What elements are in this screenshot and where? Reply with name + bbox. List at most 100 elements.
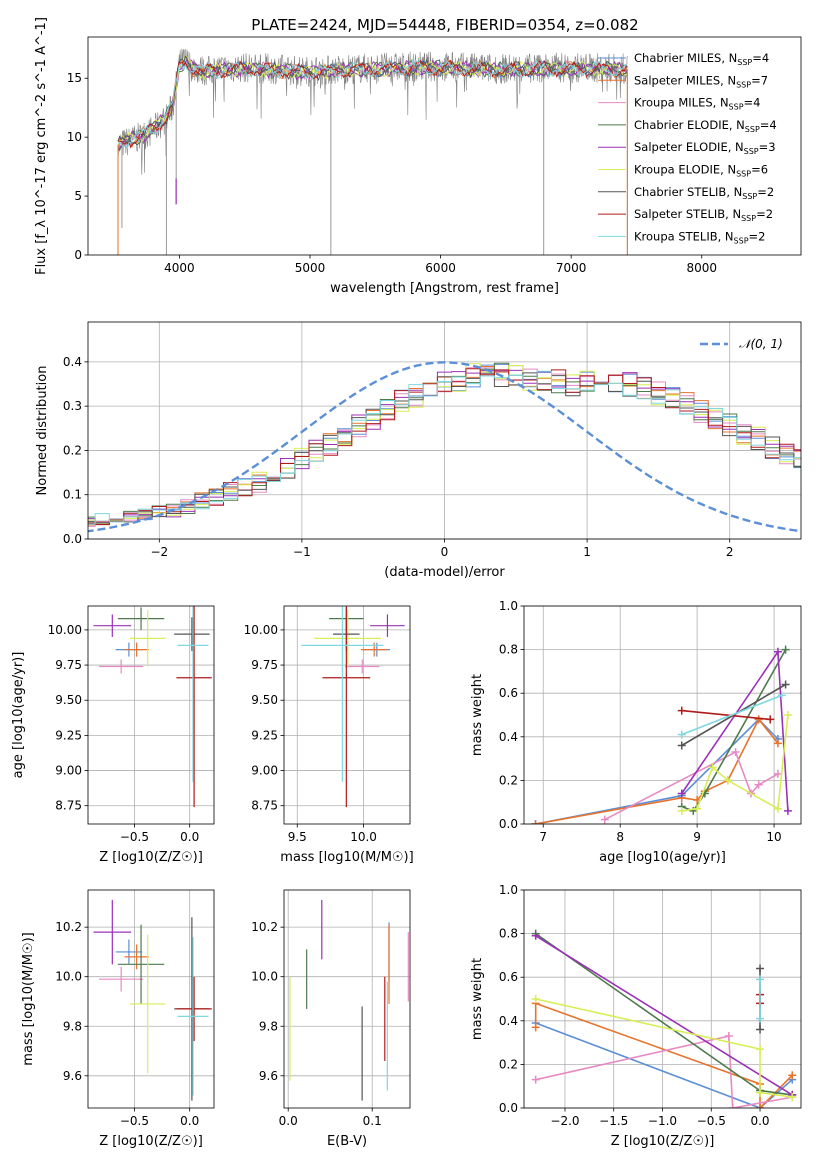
point-marker xyxy=(781,680,790,689)
x-tick-label: 10 xyxy=(766,830,781,844)
model-spectrum-line xyxy=(117,54,628,146)
x-tick-label: 10.0 xyxy=(350,830,377,844)
point-marker xyxy=(773,739,782,748)
y-tick-label: 9.75 xyxy=(55,658,82,672)
y-tick-label: 9.25 xyxy=(251,728,278,742)
spectrum-axes: 4000 5000 6000 7000 8000 0 5 10 15 wavelength [An… xyxy=(34,17,802,296)
age_vs_Z-axes: −0.5 0.0 8.75 9.00 9.25 9.50 9.75 10.00 Z [log10… xyxy=(11,605,215,865)
x-tick-label: −0.5 xyxy=(697,1114,726,1128)
point-marker xyxy=(754,780,763,789)
x-tick-label: −1 xyxy=(293,545,311,559)
y-tick-label: 10.0 xyxy=(251,970,278,984)
point-marker xyxy=(677,789,686,798)
y-tick-label: 0.1 xyxy=(63,488,82,502)
y-tick-label: 10.00 xyxy=(48,623,82,637)
weight_vs_age-axes: 7 8 9 10 0.0 0.2 0.4 0.6 0.8 1.0 age [log10(age/yr… xyxy=(470,599,802,865)
point-marker xyxy=(600,815,609,824)
x-axis-label: E(B-V) xyxy=(327,1134,367,1149)
point-marker xyxy=(766,715,775,724)
axes-frame xyxy=(283,605,411,825)
x-tick-label: 9.5 xyxy=(288,830,307,844)
axes-frame xyxy=(523,605,802,825)
spectrum-legend: Chabrier MILES, NSSP=4 Salpeter MILES, NS… xyxy=(598,51,777,245)
x-axis-label: wavelength [Angstrom, rest frame] xyxy=(330,281,559,296)
series-line xyxy=(535,998,793,1098)
series-line xyxy=(681,649,789,811)
weight_vs_Z-plot xyxy=(531,929,797,1108)
series-line xyxy=(535,935,793,1096)
y-tick-label: 0.2 xyxy=(63,443,82,457)
y-tick-label: 0.4 xyxy=(499,1014,518,1028)
x-tick-label: 9 xyxy=(693,830,701,844)
y-tick-label: 0.0 xyxy=(499,817,518,831)
x-tick-label: −2 xyxy=(150,545,168,559)
histogram-step xyxy=(88,372,801,525)
legend-label: Salpeter MILES, NSSP=7 xyxy=(634,73,768,89)
x-axis-label: Z [log10(Z/Z☉)] xyxy=(99,1134,203,1149)
y-tick-label: 1.0 xyxy=(499,599,518,613)
y-tick-label: 9.25 xyxy=(55,728,82,742)
point-marker xyxy=(531,995,540,1003)
point-marker xyxy=(677,741,686,750)
point-marker xyxy=(531,931,540,940)
legend-label: Chabrier MILES, NSSP=4 xyxy=(634,51,769,67)
point-marker xyxy=(773,804,782,813)
point-marker xyxy=(756,1025,765,1034)
x-tick-label: 8 xyxy=(616,830,624,844)
legend-label: Kroupa STELIB, NSSP=2 xyxy=(634,229,765,245)
point-marker xyxy=(756,1045,765,1054)
x-tick-label: 0.1 xyxy=(363,1114,382,1128)
axes-frame xyxy=(523,889,802,1109)
point-marker xyxy=(781,645,790,654)
point-marker xyxy=(783,711,792,719)
histogram-step xyxy=(88,369,801,524)
point-marker xyxy=(756,964,765,973)
x-tick-label: 0.0 xyxy=(279,1114,298,1128)
axes-frame xyxy=(87,36,802,256)
normal-curve xyxy=(88,361,801,533)
mass_vs_Z-plot xyxy=(93,899,212,1101)
x-axis-label: (data-model)/error xyxy=(384,565,505,580)
point-marker xyxy=(754,715,763,724)
x-axis-label: mass [log10(M/M☉)] xyxy=(280,850,413,865)
y-axis-label: mass weight xyxy=(470,958,485,1040)
x-tick-label: −0.5 xyxy=(120,830,149,844)
weight_vs_age-plot xyxy=(531,645,792,824)
model-spectrum-line xyxy=(117,59,628,150)
x-axis-label: age [log10(age/yr)] xyxy=(599,850,726,865)
point-marker xyxy=(693,804,702,813)
x-tick-label: 0.0 xyxy=(180,1114,199,1128)
point-marker xyxy=(756,1088,765,1097)
y-tick-label: 9.6 xyxy=(259,1069,278,1083)
axes-frame xyxy=(283,889,411,1109)
point-marker xyxy=(773,647,782,656)
histogram-plot xyxy=(88,361,801,533)
point-marker xyxy=(728,1104,737,1108)
axes-frame xyxy=(87,321,802,540)
legend-label: Chabrier STELIB, NSSP=2 xyxy=(634,185,774,201)
point-marker xyxy=(777,691,786,700)
weight_vs_Z-axes: −2.0 −1.5 −1.0 −0.5 0.0 0.0 0.2 0.4 0.6 0.8 1.0 Z [… xyxy=(470,883,802,1149)
series-line xyxy=(535,717,779,824)
mass_vs_ebv-plot xyxy=(289,899,409,1101)
y-tick-label: 10.0 xyxy=(55,970,82,984)
x-tick-label: 8000 xyxy=(686,261,717,275)
point-marker xyxy=(756,1014,765,1023)
point-marker xyxy=(773,769,782,778)
point-marker xyxy=(723,776,732,785)
series-line xyxy=(534,1002,793,1108)
mass_vs_Z-axes: −0.5 0.0 9.6 9.8 10.0 10.2 Z [log10(Z/Z☉)] mass… xyxy=(21,889,215,1149)
y-axis-label: age [log10(age/yr)] xyxy=(11,652,26,779)
x-tick-label: 1 xyxy=(583,545,591,559)
series-line xyxy=(681,694,783,736)
y-axis-label: Normed distribution xyxy=(35,366,50,496)
y-tick-label: 0.2 xyxy=(499,1057,518,1071)
point-marker xyxy=(724,1032,733,1041)
legend-label: Salpeter ELODIE, NSSP=3 xyxy=(634,140,776,156)
series-line xyxy=(535,1035,793,1108)
point-marker xyxy=(756,975,765,984)
y-tick-label: 0.3 xyxy=(63,399,82,413)
y-tick-label: 9.8 xyxy=(63,1019,82,1033)
y-tick-label: 9.75 xyxy=(251,658,278,672)
